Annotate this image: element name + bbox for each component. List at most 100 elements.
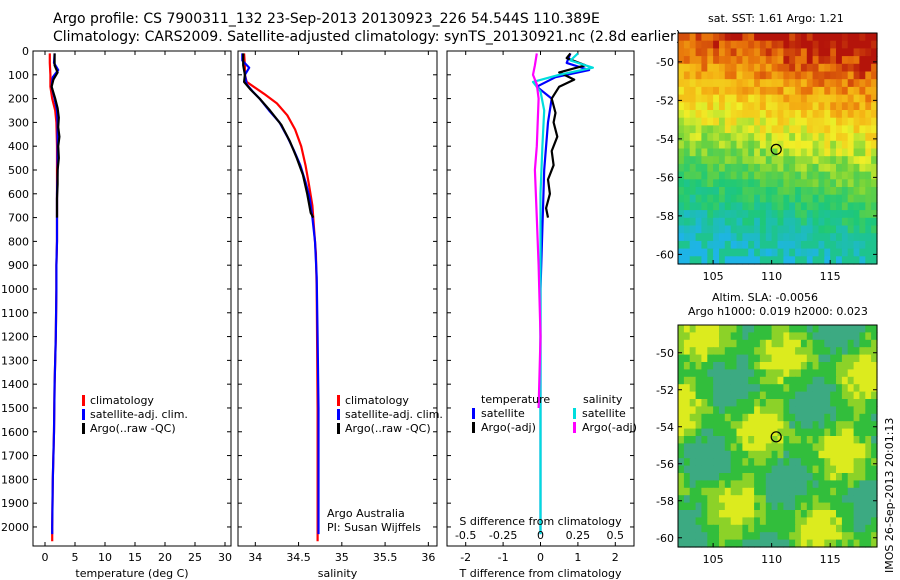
sst-map-cell	[812, 79, 820, 88]
sla-map-cell	[871, 325, 878, 333]
sla-map-cell	[871, 465, 878, 474]
sst-map-cell	[683, 140, 691, 150]
sst-map-cell	[795, 33, 802, 42]
sst-map-cell	[830, 110, 837, 119]
sst-map-cell	[800, 79, 808, 88]
sst-map-cell	[871, 194, 878, 203]
sst-map-cell	[847, 79, 855, 88]
sla-map-cell	[730, 532, 738, 541]
sla-map-cell	[853, 384, 861, 393]
sst-map-cell	[742, 163, 749, 173]
sst-map-cell	[830, 225, 837, 234]
sla-map-cell	[765, 510, 773, 518]
sst-map-cell	[777, 179, 784, 188]
sla-map-cell	[701, 502, 708, 511]
sst-map-cell	[859, 40, 866, 49]
sst-map-xtick-label: 110	[761, 270, 782, 283]
sal-annotation: PI: Susan Wijffels	[327, 521, 421, 534]
sla-map-cell	[759, 413, 767, 422]
sst-map-cell	[783, 156, 790, 165]
diff-legend-label: Argo(-adj)	[481, 421, 536, 434]
sla-map-cell	[748, 413, 755, 422]
sst-map-cell	[695, 40, 703, 49]
sla-map-cell	[765, 532, 773, 541]
sla-map-cell	[841, 406, 849, 415]
sla-map-cell	[765, 347, 773, 356]
sla-map-cell	[736, 480, 743, 489]
sla-map-cell	[865, 376, 872, 385]
sla-map-cell	[818, 339, 825, 348]
sst-map-cell	[795, 171, 802, 180]
sla-map-cell	[678, 436, 685, 444]
sla-map-cell	[800, 384, 808, 393]
sla-map-cell	[812, 524, 820, 533]
sst-map-cell	[777, 248, 784, 257]
sla-map-cell	[806, 487, 814, 496]
sla-map-cell	[847, 413, 855, 422]
sla-map-cell	[748, 436, 755, 444]
sla-map-cell	[830, 502, 837, 511]
sla-map-cell	[736, 517, 743, 526]
sla-map-cell	[683, 325, 691, 333]
sst-map-cell	[689, 125, 697, 134]
sla-map-cell	[818, 458, 825, 467]
sst-map-cell	[713, 133, 720, 142]
sla-map-cell	[683, 465, 691, 474]
sst-map-cell	[701, 248, 708, 257]
sst-map-cell	[800, 71, 808, 80]
sst-map-cell	[871, 256, 878, 265]
sst-map-cell	[742, 102, 749, 111]
sla-map-cell	[713, 399, 720, 407]
sla-map-cell	[783, 495, 790, 504]
sla-map-cell	[865, 502, 872, 511]
sla-map-cell	[695, 510, 703, 518]
sla-map-cell	[853, 443, 861, 452]
sst-map-cell	[683, 225, 691, 234]
sst-map-cell	[806, 102, 814, 111]
sst-map-cell	[695, 110, 703, 119]
sst-map-cell	[754, 140, 761, 150]
sla-map-cell	[800, 443, 808, 452]
sst-map-cell	[689, 94, 697, 103]
sst-map-cell	[719, 148, 726, 157]
sst-map-cell	[701, 102, 708, 111]
sla-map-cell	[701, 399, 708, 407]
sst-map-cell	[689, 156, 697, 165]
sst-map-cell	[771, 40, 779, 49]
sla-map-cell	[724, 406, 732, 415]
sla-map-cell	[859, 480, 866, 489]
sla-map-cell	[859, 473, 866, 481]
sst-map-cell	[800, 194, 808, 203]
sla-map-cell	[871, 399, 878, 407]
sst-map-cell	[719, 225, 726, 234]
sst-map-cell	[818, 210, 825, 219]
sla-map-cell	[853, 428, 861, 437]
sst-map-ytick-label: -58	[656, 210, 674, 223]
sla-map-cell	[859, 332, 866, 341]
sla-map-cell	[865, 539, 872, 548]
sst-map-cell	[800, 33, 808, 42]
sst-map-cell	[871, 240, 878, 250]
sst-map-cell	[789, 140, 796, 150]
sst-map-cell	[678, 225, 685, 234]
sst-map-cell	[678, 56, 685, 65]
sst-map-cell	[742, 156, 749, 165]
sst-map-cell	[701, 71, 708, 80]
sla-map-cell	[830, 443, 837, 452]
sst-map-cell	[841, 56, 849, 65]
sla-map-cell	[736, 339, 743, 348]
sst-map-cell	[777, 140, 784, 150]
sst-map-cell	[736, 202, 743, 211]
sst-map-cell	[683, 71, 691, 80]
sst-map-cell	[871, 156, 878, 165]
sla-map-cell	[683, 384, 691, 393]
sla-map-cell	[789, 510, 796, 518]
sla-map-cell	[806, 376, 814, 385]
sst-map-cell	[865, 202, 872, 211]
sst-map-cell	[683, 33, 691, 42]
sst-map-cell	[724, 86, 732, 96]
sla-map-cell	[771, 413, 779, 422]
sst-map-cell	[678, 40, 685, 49]
sla-map-cell	[859, 369, 866, 378]
